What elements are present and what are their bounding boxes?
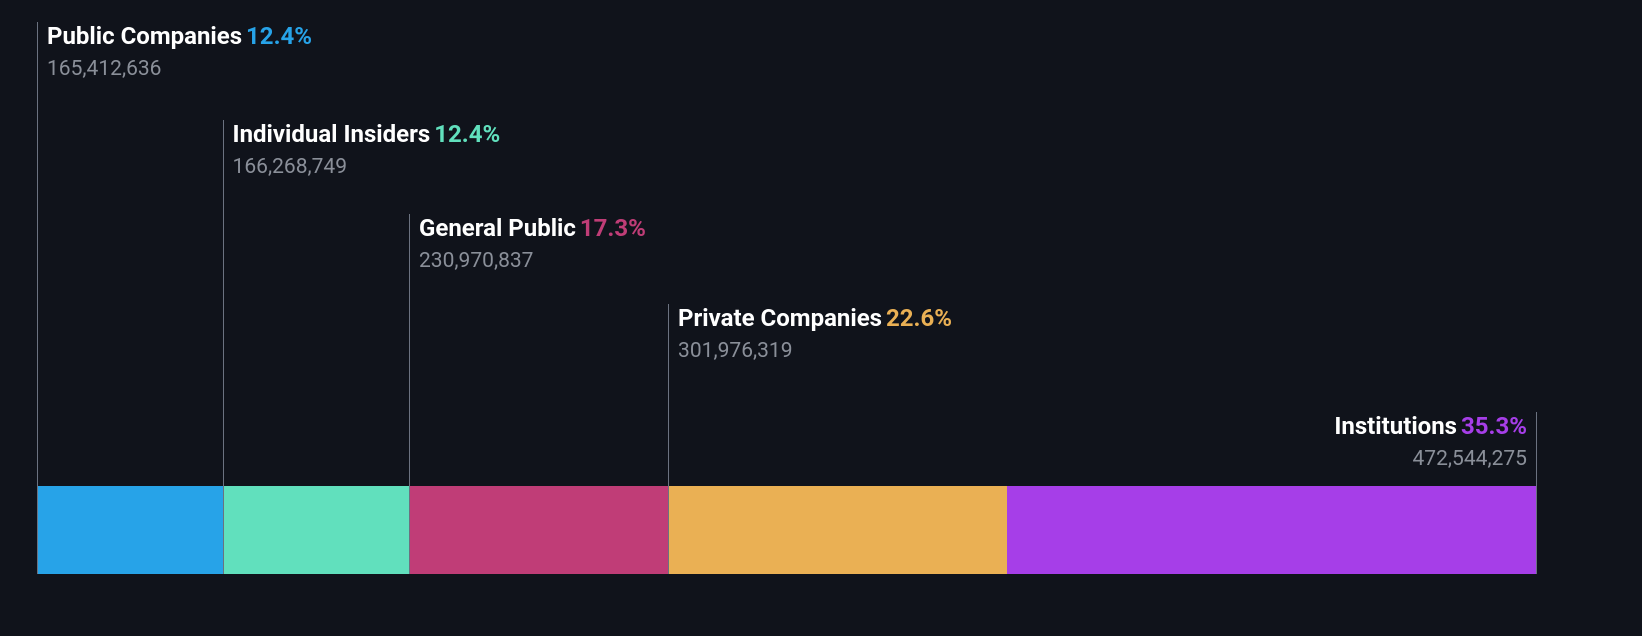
label-value-general-public: 230,970,837 [419,249,646,274]
label-public-companies: Public Companies 12.4% 165,412,636 [47,22,312,82]
label-individual-insiders: Individual Insiders 12.4% 166,268,749 [233,120,501,180]
guide-general-public [409,214,410,574]
label-pct-private-companies: 22.6% [886,304,952,332]
bar-segment-private-companies[interactable] [668,486,1007,574]
label-value-public-companies: 165,412,636 [47,57,312,82]
label-title-individual-insiders: Individual Insiders [233,120,431,148]
guide-individual-insiders [223,120,224,574]
label-pct-individual-insiders: 12.4% [434,120,500,148]
bar-segment-public-companies[interactable] [37,486,223,574]
bar-track [37,486,1537,574]
label-title-public-companies: Public Companies [47,22,242,50]
label-value-individual-insiders: 166,268,749 [233,155,501,180]
guide-public-companies [37,22,38,574]
guide-private-companies [668,304,669,574]
bar-segment-individual-insiders[interactable] [223,486,409,574]
label-value-institutions: 472,544,275 [1334,447,1527,472]
bar-segment-institutions[interactable] [1007,486,1537,574]
guide-institutions [1536,412,1537,574]
label-general-public: General Public 17.3% 230,970,837 [419,214,646,274]
label-pct-institutions: 35.3% [1461,412,1527,440]
label-private-companies: Private Companies 22.6% 301,976,319 [678,304,952,364]
label-title-general-public: General Public [419,214,576,242]
ownership-breakdown-chart: Public Companies 12.4% 165,412,636 Individ… [0,0,1642,636]
label-title-private-companies: Private Companies [678,304,882,332]
bar-segment-general-public[interactable] [409,486,668,574]
label-value-private-companies: 301,976,319 [678,339,952,364]
label-title-institutions: Institutions [1334,412,1457,440]
label-pct-public-companies: 12.4% [246,22,312,50]
label-pct-general-public: 17.3% [580,214,646,242]
label-institutions: Institutions 35.3% 472,544,275 [1334,412,1527,472]
